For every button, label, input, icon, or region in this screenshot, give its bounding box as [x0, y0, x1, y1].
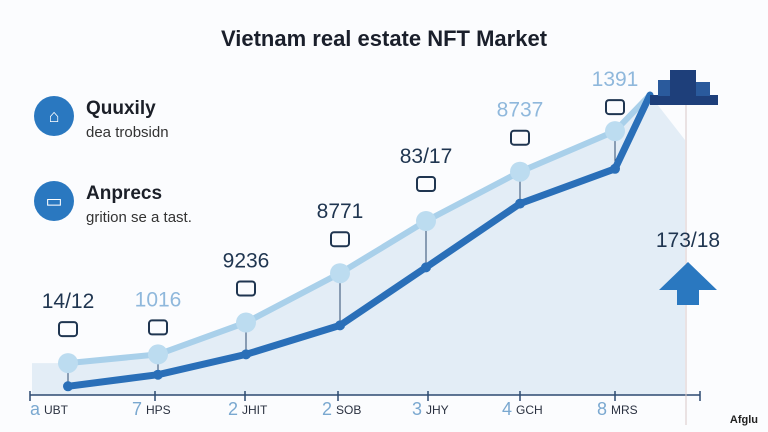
- x-tick-label: MRS: [611, 403, 638, 417]
- point-label: 8771: [317, 200, 364, 223]
- data-point-light: [416, 211, 436, 231]
- data-point-dark: [63, 381, 73, 392]
- x-tick-label: SOB: [336, 403, 361, 417]
- side-value: 173/18: [656, 229, 720, 252]
- data-point-light: [148, 344, 168, 365]
- point-icon: [148, 319, 168, 336]
- feature-title: Quuxily: [86, 98, 156, 119]
- point-icon: [510, 129, 530, 146]
- data-point-dark: [241, 349, 251, 360]
- x-tick-number: a: [30, 399, 41, 419]
- point-label: 14/12: [42, 290, 95, 313]
- feature-2: ▭ Anprecs grition se a tast.: [34, 181, 192, 226]
- feature-subtitle: dea trobsidn: [86, 124, 169, 141]
- point-icon: [330, 231, 350, 248]
- data-point-light: [605, 121, 625, 142]
- data-point-dark: [335, 320, 345, 331]
- point-icon: [416, 176, 436, 192]
- data-point-dark: [515, 198, 525, 209]
- folder-icon: ▭: [34, 181, 74, 221]
- building-icon: [650, 70, 718, 105]
- footer-logo: Afglu: [729, 414, 758, 426]
- x-tick-label: JHY: [426, 403, 449, 417]
- data-point-light: [510, 161, 530, 182]
- x-tick-label: JHIT: [242, 403, 268, 417]
- point-icon: [58, 321, 78, 338]
- area-fill: [32, 95, 685, 395]
- x-tick-number: 4: [502, 399, 512, 419]
- x-tick-label: GCH: [516, 403, 543, 417]
- data-point-dark: [153, 369, 163, 380]
- feature-1: ⌂ Quuxily dea trobsidn: [34, 96, 169, 141]
- x-tick-number: 3: [412, 399, 422, 419]
- x-tick-label: HPS: [146, 403, 171, 417]
- point-label: 8737: [497, 99, 544, 122]
- feature-subtitle: grition se a tast.: [86, 209, 192, 226]
- x-tick-number: 2: [322, 399, 332, 419]
- data-point-light: [330, 263, 350, 284]
- x-tick-number: 7: [132, 399, 142, 419]
- chart-title: Vietnam real estate NFT Market: [220, 26, 548, 51]
- series-line-light: [65, 92, 653, 367]
- point-label: 9236: [223, 250, 270, 273]
- x-tick-label: UBT: [44, 403, 69, 417]
- series-line-dark: [64, 91, 654, 390]
- x-tick-number: 8: [597, 399, 607, 419]
- point-label: 1016: [135, 288, 182, 311]
- point-icon: [236, 280, 256, 297]
- point-icon: [605, 99, 625, 116]
- data-point-dark: [610, 163, 620, 174]
- broom-icon: ⌂: [34, 96, 74, 136]
- point-label: 83/17: [400, 145, 453, 168]
- data-point-dark: [421, 262, 431, 273]
- feature-title: Anprecs: [86, 183, 163, 204]
- point-label: 1391: [592, 68, 639, 91]
- up-arrow-icon: [659, 262, 717, 305]
- data-point-light: [236, 312, 256, 333]
- x-tick-number: 2: [228, 399, 238, 419]
- data-point-light: [58, 353, 78, 374]
